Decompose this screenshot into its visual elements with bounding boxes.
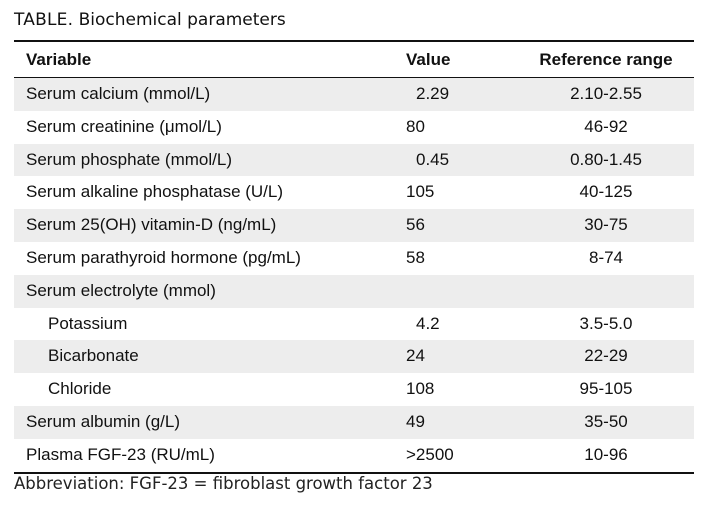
table-row: Serum 25(OH) vitamin-D (ng/mL) 56 30-75: [14, 209, 694, 242]
cell-value: 24: [406, 346, 425, 366]
table-header-row: Variable Value Reference range: [14, 42, 694, 78]
cell-variable: Bicarbonate: [48, 346, 139, 366]
caption-title: Biochemical parameters: [78, 10, 286, 30]
cell-value: 0.45: [416, 149, 450, 169]
cell-reference-range: 30-75: [584, 215, 628, 235]
cell-variable: Serum electrolyte (mmol): [26, 280, 216, 300]
header-variable: Variable: [26, 50, 92, 69]
table-row: Serum electrolyte (mmol): [14, 274, 694, 308]
table-body: Serum calcium (mmol/L) 2.29 2.10-2.55 Serum…: [14, 78, 694, 472]
table-footnote: Abbreviation: FGF-23 = fibroblast growth…: [14, 474, 433, 493]
table-row: Serum alkaline phosphatase (U/L) 105 40-12…: [14, 176, 694, 209]
cell-variable: Serum creatinine (μmol/L): [26, 116, 222, 136]
cell-value: 2.29: [416, 84, 450, 103]
cell-value: 108: [406, 379, 435, 399]
cell-value: 4.2: [416, 313, 440, 333]
cell-reference-range: 10-96: [584, 444, 628, 464]
table-row: Chloride 108 95-105: [14, 373, 694, 406]
table-row: Serum albumin (g/L) 49 35-50: [14, 405, 694, 439]
cell-reference-range: 2.10-2.55: [570, 84, 642, 103]
cell-value: 58: [406, 247, 425, 267]
table-row: Potassium 4.2 3.5-5.0: [14, 308, 694, 341]
table-caption: TABLE. Biochemical parameters: [14, 10, 286, 30]
cell-variable: Serum parathyroid hormone (pg/mL): [26, 247, 301, 267]
cell-reference-range: 35-50: [584, 411, 628, 431]
cell-variable: Serum 25(OH) vitamin-D (ng/mL): [26, 215, 277, 235]
cell-value: 56: [406, 215, 425, 235]
table-row: Bicarbonate 24 22-29: [14, 340, 694, 374]
table-row: Serum calcium (mmol/L) 2.29 2.10-2.55: [14, 78, 694, 111]
cell-reference-range: 95-105: [579, 379, 633, 399]
cell-reference-range: 0.80-1.45: [570, 149, 642, 169]
biochemical-parameters-table: Variable Value Reference range Serum cal…: [14, 40, 694, 474]
table-row: Plasma FGF-23 (RU/mL) >2500 10-96: [14, 439, 694, 472]
cell-reference-range: 22-29: [584, 346, 628, 366]
cell-variable: Serum phosphate (mmol/L): [26, 149, 232, 169]
cell-value: 80: [406, 116, 425, 136]
cell-value: >2500: [406, 444, 454, 464]
cell-variable: Potassium: [48, 313, 128, 333]
header-reference-range: Reference range: [539, 50, 673, 69]
cell-value: 105: [406, 182, 435, 202]
cell-variable: Serum albumin (g/L): [26, 411, 181, 431]
table-row: Serum parathyroid hormone (pg/mL) 58 8-74: [14, 242, 694, 275]
cell-variable: Serum alkaline phosphatase (U/L): [26, 182, 284, 202]
cell-reference-range: 3.5-5.0: [579, 313, 633, 333]
cell-variable: Serum calcium (mmol/L): [26, 84, 211, 103]
table-row: Serum creatinine (μmol/L) 80 46-92: [14, 111, 694, 144]
cell-reference-range: 46-92: [584, 116, 628, 136]
cell-variable: Chloride: [48, 379, 112, 399]
cell-value: 49: [406, 411, 425, 431]
caption-label: TABLE.: [14, 10, 74, 30]
table-row: Serum phosphate (mmol/L) 0.45 0.80-1.45: [14, 143, 694, 177]
cell-reference-range: 8-74: [588, 247, 624, 267]
header-value: Value: [406, 50, 451, 69]
cell-reference-range: 40-125: [579, 182, 633, 202]
cell-variable: Plasma FGF-23 (RU/mL): [26, 444, 215, 464]
